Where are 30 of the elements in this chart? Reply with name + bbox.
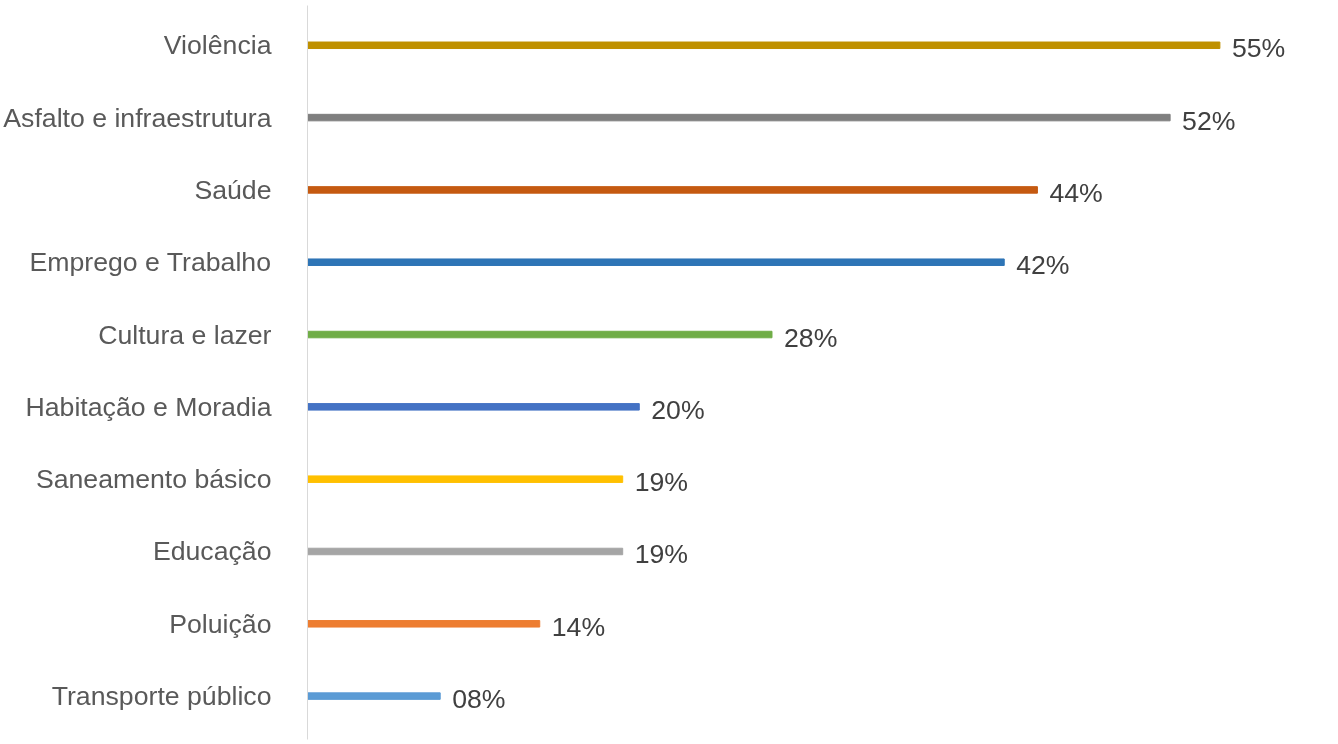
data-label: 14%	[551, 611, 606, 642]
y-tick-label: Poluição	[169, 608, 272, 639]
data-label: 20%	[651, 394, 705, 425]
data-label: 52%	[1182, 105, 1236, 136]
y-tick-label: Cultura e lazer	[98, 319, 272, 350]
data-label: 44%	[1049, 177, 1103, 208]
bar	[307, 113, 1171, 122]
bar	[307, 620, 541, 628]
bar	[307, 186, 1038, 194]
y-tick-label: Violência	[163, 30, 272, 61]
data-label: 42%	[1016, 250, 1070, 281]
bar	[307, 475, 624, 483]
y-tick-label: Educação	[152, 536, 272, 567]
data-label: 28%	[783, 322, 838, 353]
y-tick-label: Saneamento básico	[35, 464, 272, 495]
data-label: 08%	[452, 684, 506, 715]
data-label: 19%	[634, 467, 689, 498]
bar	[307, 41, 1221, 50]
bar	[307, 692, 441, 700]
y-tick-label: Emprego e Trabalho	[29, 247, 272, 278]
y-tick-label: Habitação e Moradia	[25, 391, 272, 422]
bar	[307, 258, 1005, 266]
y-tick-label: Asfalto e infraestrutura	[3, 102, 272, 133]
y-tick-label: Saúde	[194, 174, 272, 205]
y-tick-label: Transporte público	[51, 681, 272, 712]
data-label: 19%	[634, 539, 689, 570]
bar	[307, 330, 773, 339]
bar	[307, 403, 640, 411]
bar	[307, 547, 624, 556]
data-label: 55%	[1231, 33, 1286, 64]
